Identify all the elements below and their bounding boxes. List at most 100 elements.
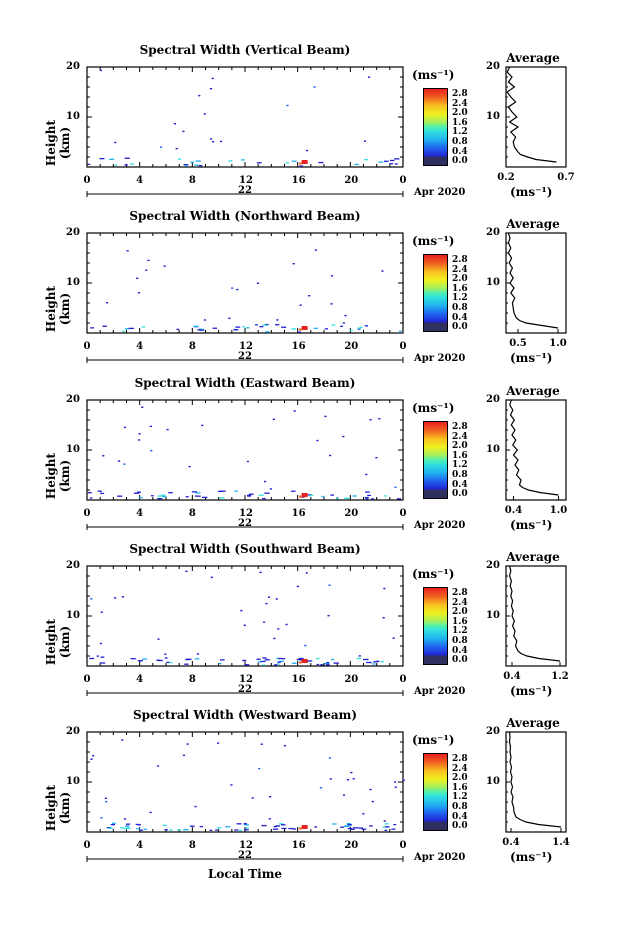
echo-cell: [125, 826, 130, 828]
echo-cell: [183, 829, 189, 831]
echo-cell: [117, 460, 121, 462]
echo-cell: [124, 328, 130, 330]
echo-cell: [333, 662, 339, 664]
echo-cell: [220, 659, 225, 661]
echo-cell: [330, 275, 334, 277]
echo-cell: [157, 659, 163, 662]
echo-cell: [331, 324, 336, 326]
echo-cell: [363, 140, 367, 142]
echo-cell: [298, 657, 304, 660]
echo-cell: [89, 497, 93, 499]
day-label: 22: [238, 518, 252, 529]
echo-cell: [347, 827, 353, 830]
echo-cell: [199, 825, 203, 828]
echo-cell: [375, 660, 380, 663]
echo-cell: [133, 492, 140, 494]
echo-cell: [126, 827, 131, 829]
colorbar: [423, 88, 448, 166]
echo-cell: [277, 628, 280, 630]
echo-cell: [394, 486, 397, 488]
echo-cell: [318, 161, 324, 164]
echo-cell: [195, 160, 201, 162]
echo-cell: [216, 742, 220, 744]
beam-panel: Spectral Width (Westward Beam) Average Hei…: [0, 708, 623, 874]
echo-cell: [139, 829, 144, 831]
echo-cell: [163, 265, 166, 267]
echo-cell: [276, 319, 279, 321]
echo-cell: [320, 664, 324, 666]
colorbar-unit: (ms⁻¹): [412, 234, 455, 248]
month-label: Apr 2020: [414, 852, 466, 863]
echo-cell: [100, 611, 103, 613]
echo-cell: [119, 827, 125, 829]
echo-cell: [319, 787, 323, 789]
colorbar-tick-label: 0.4: [452, 146, 468, 157]
echo-cell: [157, 498, 163, 500]
x-tick-label: 4: [136, 840, 144, 851]
average-x-tick-label: 0.2: [497, 172, 515, 183]
echo-cell: [138, 433, 141, 435]
echo-cell: [329, 778, 332, 780]
echo-cell: [141, 658, 148, 660]
echo-cell: [330, 494, 334, 496]
echo-cell: [99, 642, 102, 645]
echo-cell: [149, 811, 152, 814]
echo-cell: [136, 828, 141, 830]
average-x-tick-label: 1.0: [549, 505, 568, 516]
echo-cell: [189, 825, 195, 827]
echo-cell: [257, 661, 262, 663]
echo-cell: [285, 623, 288, 626]
echo-cell: [389, 163, 394, 165]
colorbar-tick-label: 1.6: [452, 117, 468, 128]
echo-cell: [87, 163, 91, 165]
echo-cell: [89, 657, 95, 660]
echo-cell: [357, 327, 361, 329]
x-tick-label: 16: [291, 840, 306, 851]
average-title: Average: [506, 384, 560, 398]
echo-cell: [175, 147, 178, 150]
average-frame: [505, 731, 567, 833]
echo-cell: [123, 426, 127, 429]
x-tick-label: 0: [83, 175, 91, 186]
heatmap-svg: [86, 66, 567, 197]
average-unit: (ms⁻¹): [510, 850, 553, 864]
echo-cell: [99, 69, 102, 72]
y-tick-label: 10: [66, 610, 80, 621]
beam-panel: Spectral Width (Vertical Beam) Average Hei…: [0, 43, 623, 209]
echo-cell: [329, 454, 332, 457]
average-y-tick-label: 10: [486, 277, 500, 288]
echo-cell: [367, 494, 371, 497]
colorbar-tick-label: 1.2: [452, 792, 468, 803]
echo-cell: [364, 325, 369, 327]
echo-cell: [245, 827, 249, 829]
echo-cell: [305, 572, 308, 574]
plot-frame: [86, 399, 404, 501]
colorbar-tick-label: 1.6: [452, 616, 468, 627]
echo-cell: [147, 259, 150, 262]
echo-cell: [279, 823, 284, 825]
echo-cell: [202, 496, 208, 499]
echo-cell: [267, 596, 271, 598]
day-label: 22: [238, 351, 252, 362]
month-label: Apr 2020: [414, 353, 466, 364]
echo-cell: [313, 86, 316, 88]
echo-cell: [100, 656, 105, 658]
colorbar: [423, 254, 448, 332]
colorbar-unit: (ms⁻¹): [412, 733, 455, 747]
echo-cell: [321, 495, 325, 498]
echo-cell: [350, 771, 353, 774]
echo-cell: [184, 165, 188, 167]
echo-cell: [389, 159, 395, 162]
echo-cell: [228, 160, 233, 162]
x-tick-label: 16: [291, 674, 306, 685]
echo-cell: [193, 325, 199, 327]
echo-cell: [197, 495, 201, 497]
x-tick-label: 12: [239, 674, 253, 685]
echo-cell: [240, 159, 245, 161]
colorbar-tick-label: 2.4: [452, 264, 468, 275]
echo-cell: [361, 828, 367, 830]
echo-cell: [383, 820, 386, 822]
heatmap-svg: [86, 565, 567, 696]
echo-cell: [259, 571, 262, 574]
echo-cell: [194, 805, 197, 808]
